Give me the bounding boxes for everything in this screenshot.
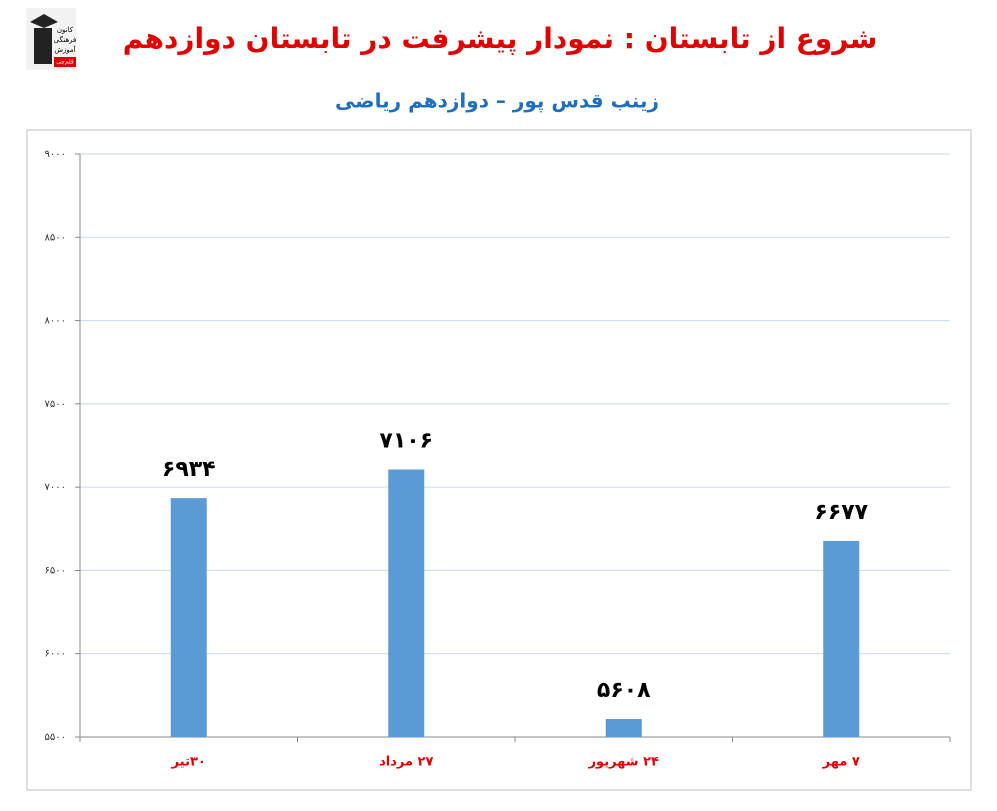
logo-badge xyxy=(54,57,76,67)
bar xyxy=(388,469,425,737)
bar xyxy=(170,498,207,737)
logo-figure xyxy=(34,28,52,64)
bar xyxy=(605,719,642,737)
y-tick-label: ۵۵۰۰ xyxy=(45,732,66,743)
x-tick-label: ۷ مهر xyxy=(822,755,860,770)
y-tick-label: ۸۰۰۰ xyxy=(45,316,66,327)
logo-text: فرهنگی xyxy=(54,35,77,44)
y-tick-label: ۶۵۰۰ xyxy=(45,565,66,576)
x-tick-label: ۳۰تیر xyxy=(171,755,206,770)
x-tick-label: ۲۷ مرداد xyxy=(379,755,433,770)
bar xyxy=(823,540,860,737)
y-tick-label: ۷۰۰۰ xyxy=(45,482,66,493)
y-tick-label: ۷۵۰۰ xyxy=(45,399,66,410)
value-label: ۵۶۰۸ xyxy=(597,678,651,703)
y-tick-label: ۶۰۰۰ xyxy=(45,649,66,660)
value-label: ۶۶۷۷ xyxy=(814,500,868,525)
logo-text: آموزش xyxy=(54,45,76,54)
chart-subtitle: زینب قدس پور – دوازدهم ریاضی xyxy=(335,89,659,114)
value-label: ۶۹۳۴ xyxy=(162,457,216,482)
logo: کانون فرهنگی آموزش قلم‌چی xyxy=(26,8,77,70)
y-tick-label: ۸۵۰۰ xyxy=(45,232,66,243)
value-label: ۷۱۰۶ xyxy=(379,428,433,453)
logo-text: کانون xyxy=(57,26,74,34)
logo-cap xyxy=(30,14,58,28)
y-tick-label: ۹۰۰۰ xyxy=(45,149,66,160)
chart-title: شروع از تابستان : نمودار پیشرفت در تابست… xyxy=(123,22,878,55)
logo-text: قلم‌چی xyxy=(56,59,74,66)
chart-border xyxy=(26,129,972,791)
x-tick-label: ۲۴ شهریور xyxy=(588,755,659,770)
